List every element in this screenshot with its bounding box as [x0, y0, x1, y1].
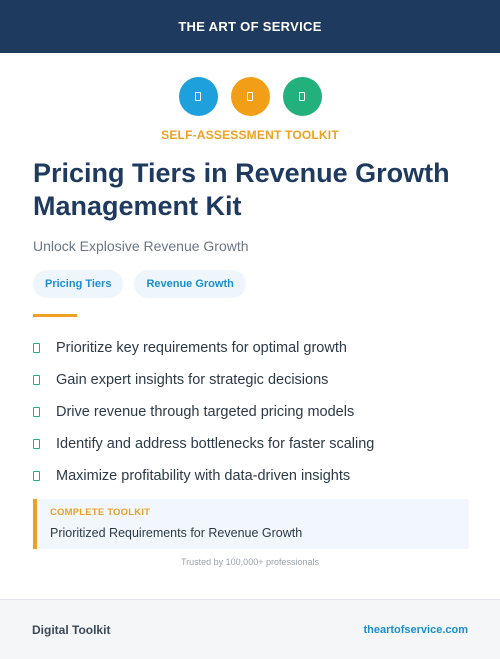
list-item: Maximize profitability with data-driven … — [33, 460, 473, 492]
benefit-text: Identify and address bottlenecks for fas… — [56, 436, 375, 452]
list-item: Drive revenue through targeted pricing m… — [33, 396, 473, 428]
accent-divider — [33, 314, 77, 317]
brand-name: THE ART OF SERVICE — [178, 19, 322, 34]
callout-label: COMPLETE TOOLKIT — [50, 507, 151, 518]
tag-pricing-tiers: Pricing Tiers — [33, 270, 124, 298]
icon-row — [0, 77, 500, 116]
document-icon — [178, 77, 218, 116]
website-link[interactable]: theartofservice.com — [363, 623, 468, 636]
subtitle: Unlock Explosive Revenue Growth — [33, 238, 249, 254]
list-item: Prioritize key requirements for optimal … — [33, 332, 473, 364]
list-item: Gain expert insights for strategic decis… — [33, 364, 473, 396]
kicker-label: SELF-ASSESSMENT TOOLKIT — [161, 128, 339, 142]
check-icon — [282, 77, 322, 116]
checkbox-icon — [33, 375, 40, 385]
footer-label: Digital Toolkit — [32, 622, 111, 637]
benefit-text: Maximize profitability with data-driven … — [56, 468, 351, 484]
tag-list: Pricing Tiers Revenue Growth — [33, 270, 246, 298]
benefit-list: Prioritize key requirements for optimal … — [33, 332, 473, 492]
trusted-note: Trusted by 100,000+ professionals — [180, 557, 319, 567]
checkbox-icon — [33, 407, 40, 417]
toolkit-callout: COMPLETE TOOLKIT Prioritized Requirement… — [33, 499, 469, 549]
benefit-text: Gain expert insights for strategic decis… — [56, 372, 329, 388]
callout-value: Prioritized Requirements for Revenue Gro… — [50, 526, 303, 540]
checkbox-icon — [33, 471, 40, 481]
header-bar: THE ART OF SERVICE — [0, 0, 500, 53]
list-item: Identify and address bottlenecks for fas… — [33, 428, 473, 460]
benefit-text: Prioritize key requirements for optimal … — [56, 340, 347, 356]
checkbox-icon — [33, 439, 40, 449]
checkbox-icon — [33, 343, 40, 353]
page-title: Pricing Tiers in Revenue Growth Manageme… — [33, 158, 450, 221]
tag-revenue-growth: Revenue Growth — [134, 270, 246, 298]
chart-icon — [230, 77, 270, 116]
benefit-text: Drive revenue through targeted pricing m… — [56, 404, 355, 420]
footer: Digital Toolkit theartofservice.com — [0, 599, 500, 659]
